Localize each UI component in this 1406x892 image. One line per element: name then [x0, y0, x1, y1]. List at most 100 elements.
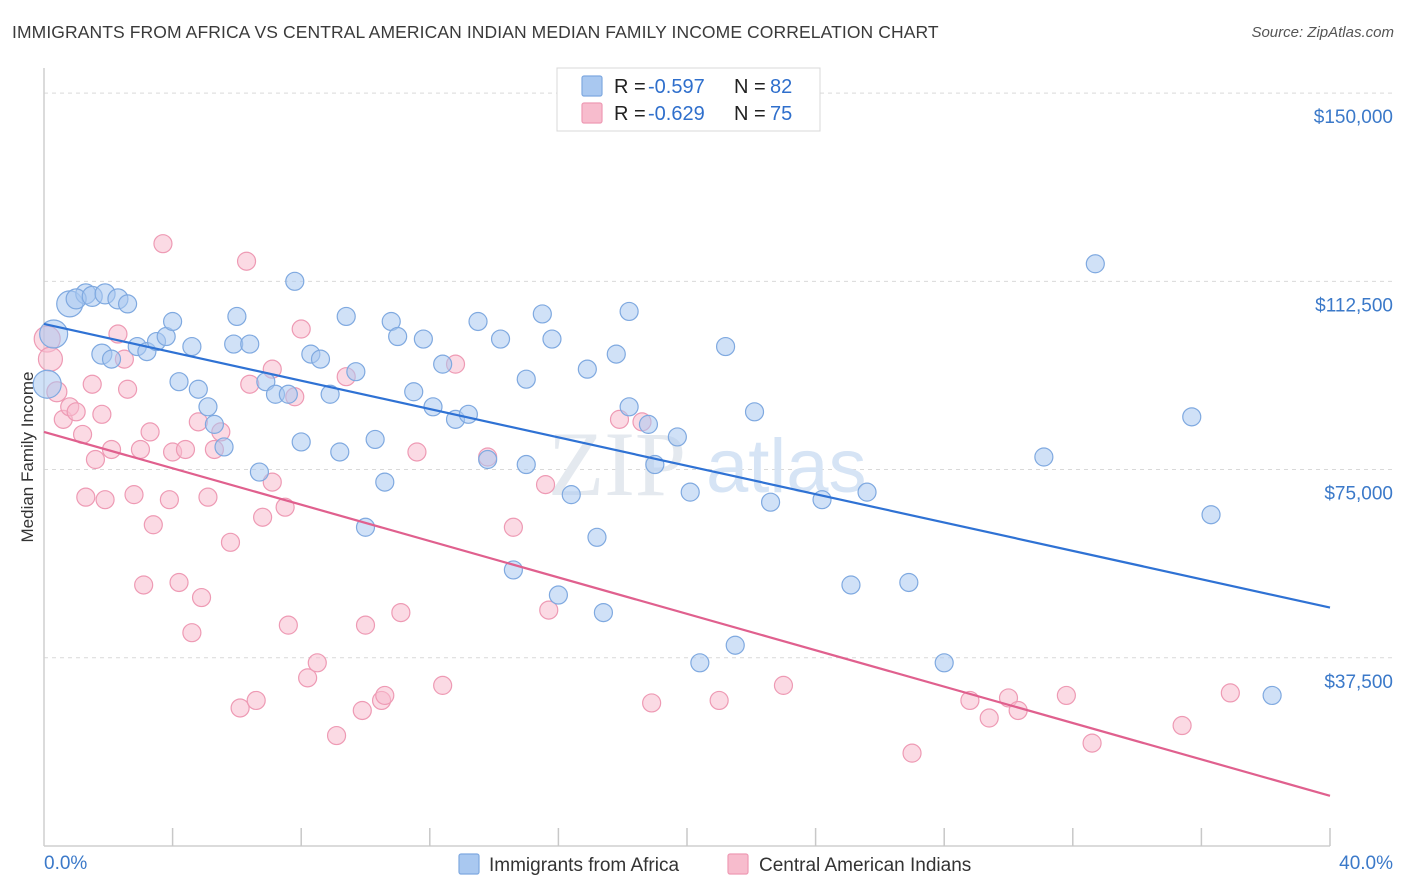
point-blue-0: [39, 319, 69, 349]
watermark: ZIP atlas: [548, 413, 867, 515]
point-pink-57: [503, 517, 523, 537]
point-blue-20: [204, 414, 224, 434]
series-legend-swatch-pink: [727, 853, 749, 875]
legend-r-value-pink: -0.629: [648, 103, 705, 125]
trendlines: [43, 322, 1331, 797]
watermark-atlas: atlas: [706, 424, 867, 509]
point-pink-19: [140, 422, 160, 442]
point-blue-1: [32, 369, 62, 399]
legend-n-value-pink: 75: [770, 103, 792, 125]
point-blue-59: [587, 527, 607, 547]
point-blue-41: [388, 326, 408, 347]
point-blue-67: [680, 482, 700, 502]
point-blue-39: [375, 472, 395, 492]
point-pink-64: [773, 675, 794, 695]
axes: [43, 68, 1330, 847]
point-blue-53: [516, 369, 536, 389]
y-tick-label-2: $112,500: [1315, 295, 1393, 316]
point-pink-15: [117, 379, 138, 399]
point-blue-34: [330, 442, 350, 462]
series-legend-label-blue: Immigrants from Africa: [489, 855, 679, 876]
point-blue-16: [169, 372, 189, 392]
legend-r-value-blue: -0.597: [648, 76, 705, 98]
point-pink-41: [278, 615, 298, 635]
point-pink-63: [709, 690, 729, 711]
point-blue-45: [433, 354, 453, 374]
point-blue-62: [619, 397, 639, 417]
point-blue-50: [490, 329, 511, 349]
legend-n-label-blue: N =: [734, 76, 766, 98]
y-tick-label-0: $37,500: [1324, 672, 1393, 693]
legend-r-label-pink: R =: [614, 103, 646, 125]
point-blue-36: [346, 362, 366, 382]
point-pink-17: [130, 439, 151, 460]
point-pink-72: [1172, 715, 1192, 736]
point-blue-19: [198, 397, 218, 417]
x-tick-label-max: 40.0%: [1339, 853, 1393, 874]
point-pink-43: [291, 319, 311, 339]
point-blue-49: [478, 449, 498, 470]
point-blue-72: [760, 492, 781, 512]
point-blue-66: [667, 427, 687, 447]
x-tick-marks: [171, 828, 1331, 846]
trendline-blue: [43, 322, 1331, 609]
point-pink-45: [307, 653, 327, 673]
point-blue-61: [606, 344, 626, 364]
point-blue-17: [182, 336, 202, 357]
point-blue-79: [1085, 254, 1105, 274]
point-blue-47: [458, 404, 478, 424]
point-pink-22: [159, 490, 179, 510]
point-pink-48: [352, 700, 372, 721]
point-blue-68: [690, 653, 710, 673]
series-legend: Immigrants from Africa Central American …: [458, 853, 971, 876]
point-blue-63: [619, 301, 639, 322]
point-blue-56: [548, 585, 569, 605]
legend-swatch-pink: [581, 102, 603, 124]
point-pink-52: [391, 602, 411, 623]
point-blue-21: [214, 437, 234, 457]
point-pink-29: [198, 487, 218, 507]
point-pink-9: [85, 449, 106, 470]
point-blue-76: [899, 572, 919, 593]
point-pink-20: [143, 515, 163, 535]
point-blue-60: [593, 602, 614, 623]
point-blue-37: [355, 517, 376, 537]
point-pink-16: [124, 485, 144, 505]
point-blue-8: [117, 294, 138, 314]
point-blue-10: [101, 349, 122, 369]
point-blue-64: [638, 414, 659, 434]
point-pink-1: [37, 346, 64, 372]
point-pink-67: [979, 708, 999, 728]
point-pink-21: [153, 234, 173, 254]
y-tick-labels: $37,500 $75,000 $112,500 $150,000: [1314, 107, 1393, 693]
point-pink-25: [175, 439, 196, 460]
point-pink-40: [275, 497, 295, 517]
point-blue-25: [249, 462, 270, 482]
point-pink-71: [1082, 733, 1102, 753]
series-legend-label-pink: Central American Indians: [759, 855, 971, 876]
point-pink-33: [230, 698, 250, 718]
point-blue-70: [725, 635, 745, 655]
legend-n-value-blue: 82: [770, 76, 792, 98]
point-pink-7: [76, 487, 96, 507]
source-credit: Source: ZipAtlas.com: [1251, 24, 1394, 41]
point-pink-34: [236, 251, 257, 271]
point-blue-42: [404, 382, 424, 402]
point-blue-74: [841, 575, 861, 595]
point-blue-75: [857, 482, 877, 502]
point-blue-81: [1201, 505, 1221, 525]
point-pink-44: [298, 668, 318, 688]
point-pink-28: [191, 587, 212, 608]
point-pink-24: [169, 572, 189, 593]
point-pink-35: [240, 374, 260, 394]
point-pink-65: [902, 743, 922, 763]
point-pink-58: [535, 475, 556, 495]
point-blue-44: [423, 397, 443, 417]
point-blue-54: [532, 304, 552, 324]
trendline-pink: [43, 430, 1331, 797]
point-blue-18: [188, 379, 208, 399]
point-blue-48: [468, 311, 488, 332]
point-blue-23: [227, 306, 247, 327]
point-pink-26: [182, 623, 202, 643]
